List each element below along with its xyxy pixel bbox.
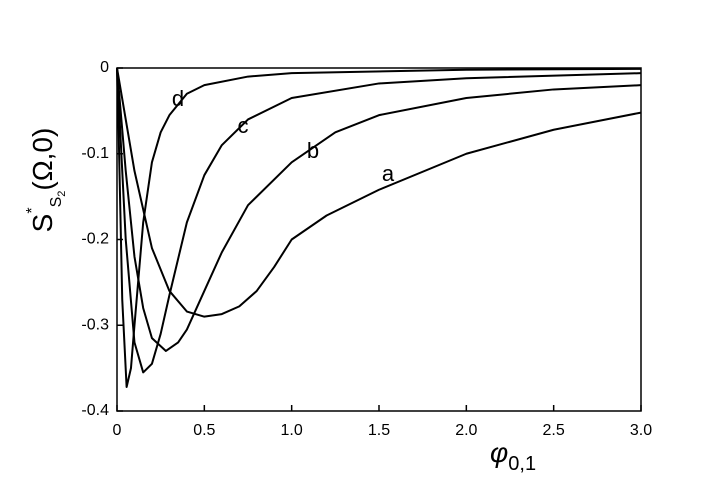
series-label: a — [382, 161, 395, 186]
y-tick-label: 0 — [100, 59, 109, 76]
series-label: b — [307, 138, 319, 163]
plot-frame — [116, 67, 642, 412]
x-tick-label: 3.0 — [630, 422, 652, 439]
y-tick-label: -0.1 — [81, 145, 109, 162]
series-line — [116, 67, 642, 374]
series-line — [116, 67, 642, 318]
x-tick-label: 0 — [113, 422, 122, 439]
x-tick-label: 2.5 — [543, 422, 565, 439]
x-tick-label: 2.0 — [455, 422, 477, 439]
y-tick-label: -0.3 — [81, 316, 109, 333]
y-label-rest: (Ω,0) — [27, 128, 58, 191]
x-label-sub: 0,1 — [508, 453, 536, 475]
y-axis-label: S*S2(Ω,0) — [24, 128, 68, 233]
x-label-main: φ — [490, 437, 508, 468]
series-line — [116, 67, 642, 388]
x-tick-label: 0.5 — [193, 422, 215, 439]
series-label: c — [238, 113, 249, 138]
series-label: d — [172, 86, 184, 111]
y-tick-label: -0.2 — [81, 231, 109, 248]
y-tick-label: -0.4 — [81, 402, 109, 419]
y-label-sub: S — [48, 197, 65, 208]
series-line — [116, 67, 642, 352]
x-tick-label: 1.0 — [281, 422, 303, 439]
y-label-subsub: 2 — [56, 191, 68, 197]
x-tick-label: 1.5 — [368, 422, 390, 439]
y-label-sup: * — [24, 207, 41, 213]
y-label-main: S — [27, 214, 58, 233]
x-axis-label: φ0,1 — [490, 437, 536, 475]
